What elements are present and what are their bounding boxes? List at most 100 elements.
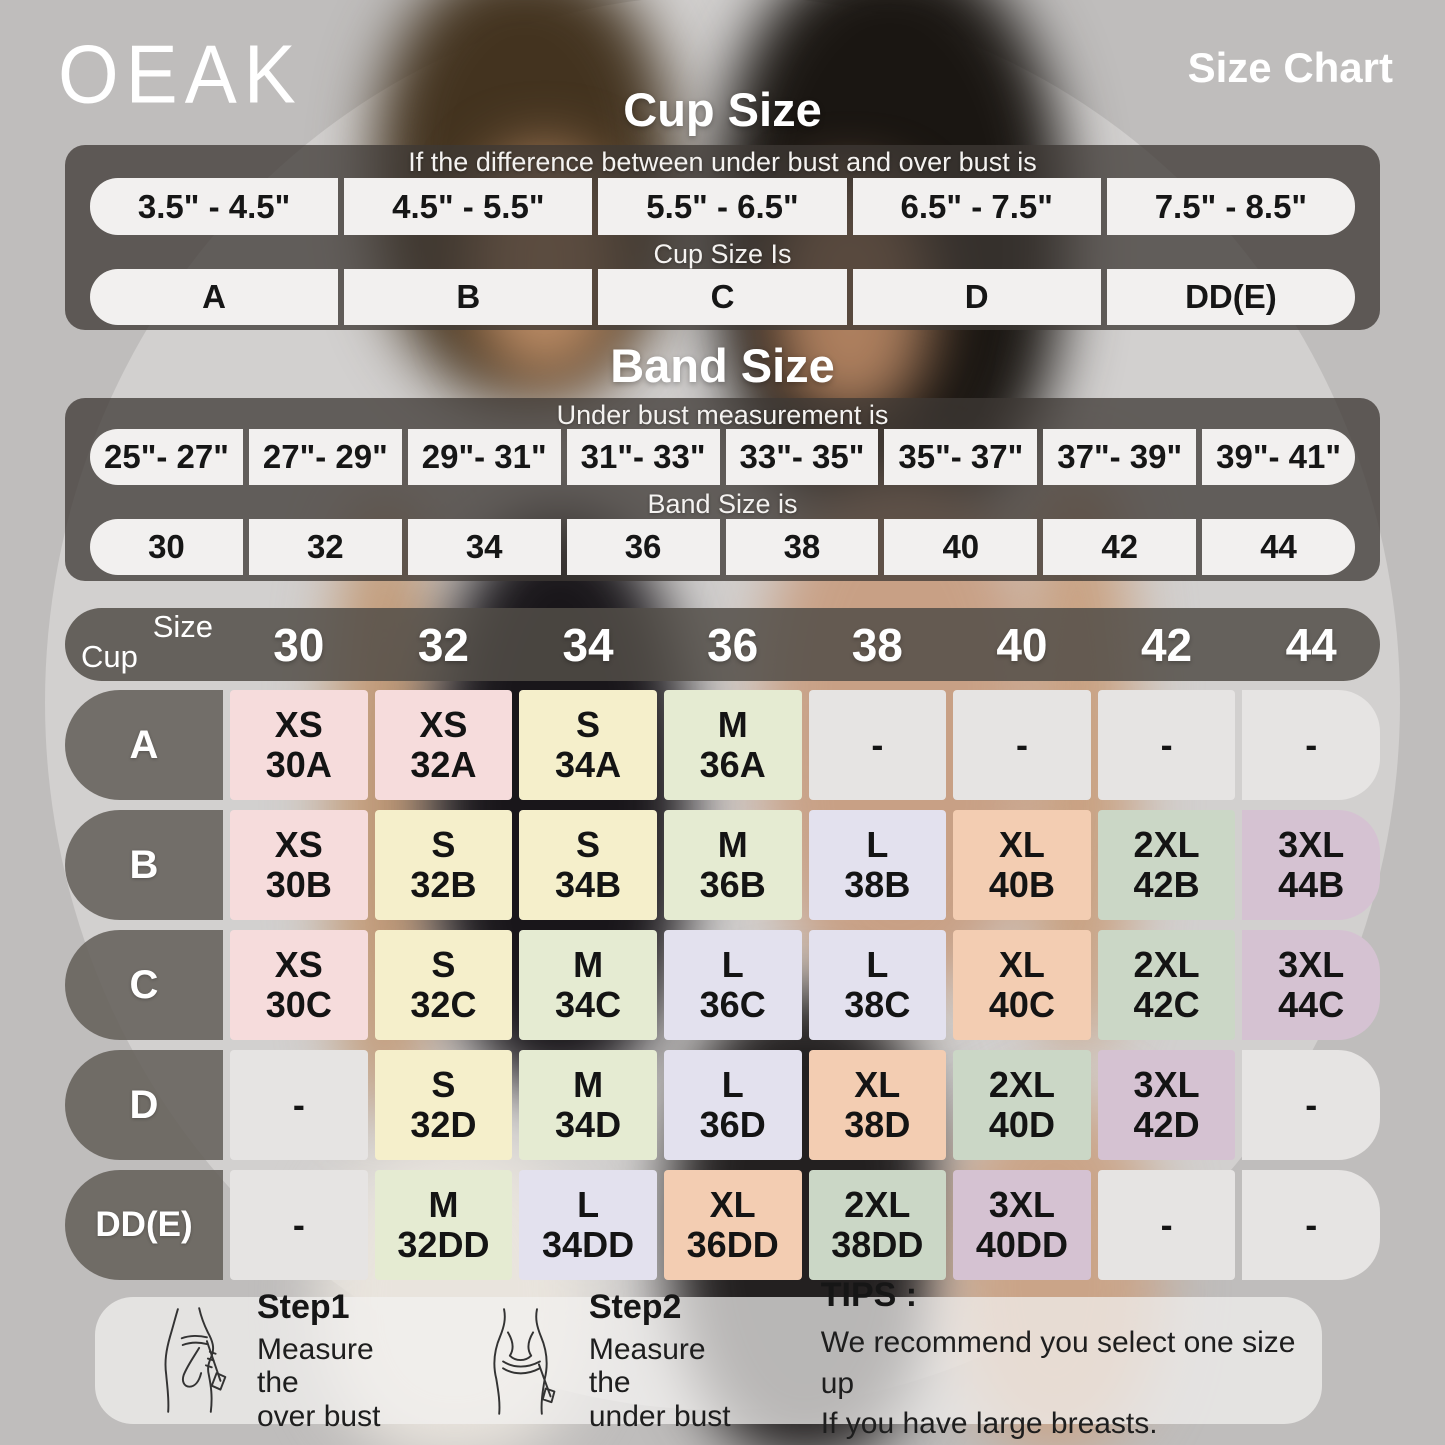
size-cell-size: L xyxy=(721,1063,744,1105)
cup-size-panel: If the difference between under bust and… xyxy=(65,145,1380,330)
measure-over-bust-icon xyxy=(164,1306,227,1413)
cup-range-cell: 5.5" - 6.5" xyxy=(598,178,847,235)
cup-letter-row: A B C D DD(E) xyxy=(90,269,1355,325)
band-range-cell: 35"- 37" xyxy=(884,429,1038,485)
size-cell-size: - xyxy=(1160,723,1173,765)
size-cell: 3XL 40DD xyxy=(953,1170,1091,1280)
cup-instruction-label: If the difference between under bust and… xyxy=(408,147,1037,177)
band-instruction-label: Under bust measurement is xyxy=(556,400,889,430)
size-cell-size: XL xyxy=(998,823,1045,865)
size-cell: - xyxy=(808,690,947,800)
size-cell-size: - xyxy=(1015,723,1028,765)
tips-title: TIPS : xyxy=(820,1276,918,1315)
size-cell-size: - xyxy=(1305,1203,1318,1245)
cup-letter-cell: C xyxy=(598,269,847,325)
matrix-column-header: 34 xyxy=(562,618,614,671)
tips-block: TIPS : We recommend you select one size … xyxy=(821,1276,1322,1445)
size-cell-size: L xyxy=(577,1183,600,1225)
size-cell-code: 30C xyxy=(265,984,332,1025)
tips-line1: We recommend you select one size up xyxy=(820,1326,1296,1400)
size-cell-size: - xyxy=(1160,1203,1173,1245)
size-cell-code: 32A xyxy=(410,744,477,785)
size-cell-size: - xyxy=(871,723,884,765)
size-cell-size: 3XL xyxy=(1278,943,1345,985)
size-cell: M 34C xyxy=(519,930,657,1040)
cup-letter-cell: B xyxy=(344,269,593,325)
step2-line2: under bust xyxy=(588,1399,731,1433)
size-cell-code: 38D xyxy=(844,1104,911,1145)
cup-range-cell: 7.5" - 8.5" xyxy=(1106,178,1355,235)
size-cell: 3XL 44B xyxy=(1242,810,1380,920)
size-cell-size: 2XL xyxy=(1133,943,1200,985)
size-cell-size: 2XL xyxy=(844,1183,911,1225)
size-cell-size: XS xyxy=(274,823,323,865)
size-cell-code: 38DD xyxy=(831,1224,924,1265)
size-cell: XS 30C xyxy=(230,930,368,1040)
size-cell-code: 34A xyxy=(555,744,622,785)
matrix-column-header: 44 xyxy=(1285,618,1337,671)
step1-title: Step1 xyxy=(257,1287,350,1326)
band-range-cell: 33"- 35" xyxy=(725,429,879,485)
band-range-row: 25"- 27" 27"- 29" 29"- 31" 31"- 33" 33"- 35"… xyxy=(90,429,1355,485)
size-cell: 3XL 44C xyxy=(1242,930,1380,1040)
size-cell-size: 2XL xyxy=(1133,823,1200,865)
size-cell: - xyxy=(230,1170,368,1280)
size-matrix: A XS 30A XS 32A S 34A M 36A - - - - B XS 30B S 32B S 34B M 36… xyxy=(65,690,1380,1290)
matrix-corner-cup-label: Cup xyxy=(81,639,138,674)
tips-line2: If you have large breasts. xyxy=(820,1407,1158,1441)
size-cell-size: M xyxy=(573,943,604,985)
size-cell: XS 32A xyxy=(374,690,513,800)
size-cell-size: S xyxy=(576,823,601,865)
size-cell: S 32D xyxy=(374,1050,513,1160)
size-cell-size: XL xyxy=(854,1063,901,1105)
size-cell: - xyxy=(1242,1170,1380,1280)
size-cell-size: S xyxy=(576,703,601,745)
size-cell-size: S xyxy=(431,943,456,985)
size-cell-size: M xyxy=(717,823,748,865)
matrix-column-header: 38 xyxy=(851,618,903,671)
size-cell: S 34B xyxy=(519,810,657,920)
matrix-row: DD(E) - M 32DD L 34DD XL 36DD 2XL 38DD 3XL 40DD - - xyxy=(65,1170,1380,1280)
size-cell-code: 32C xyxy=(410,984,477,1025)
band-range-cell: 27"- 29" xyxy=(248,429,402,485)
size-cell-size: XS xyxy=(419,703,468,745)
step1-line2: over bust xyxy=(257,1399,381,1433)
size-cell: XL 38D xyxy=(808,1050,947,1160)
step2-line1: Measure the xyxy=(588,1332,706,1400)
cup-range-cell: 4.5" - 5.5" xyxy=(344,178,593,235)
size-cell-code: 34B xyxy=(555,864,622,905)
size-cell-size: XS xyxy=(274,943,323,985)
size-cell: - xyxy=(1242,690,1380,800)
matrix-row-label: B xyxy=(65,810,223,920)
size-cell: - xyxy=(230,1050,368,1160)
cup-letter-cell: A xyxy=(90,269,339,325)
size-cell-code: 42C xyxy=(1133,984,1200,1025)
band-size-cell: 32 xyxy=(248,519,402,575)
matrix-column-header: 36 xyxy=(707,618,759,671)
size-cell-code: 36B xyxy=(699,864,766,905)
size-cell: - xyxy=(1097,1170,1236,1280)
size-cell-size: - xyxy=(292,1203,305,1245)
matrix-header: Size Cup 30 32 34 36 38 40 42 44 xyxy=(65,608,1380,681)
size-cell-code: 32B xyxy=(410,864,477,905)
cup-letter-cell: D xyxy=(852,269,1101,325)
size-cell-size: - xyxy=(1305,1083,1318,1125)
size-cell: L 34DD xyxy=(519,1170,657,1280)
size-cell: M 32DD xyxy=(374,1170,513,1280)
cup-result-label: Cup Size Is xyxy=(653,239,792,269)
size-cell-size: XL xyxy=(998,943,1045,985)
band-size-cell: 44 xyxy=(1202,519,1355,575)
size-cell-code: 36A xyxy=(699,744,766,785)
size-cell-code: 36DD xyxy=(686,1224,779,1265)
size-cell: S 32B xyxy=(374,810,513,920)
band-range-cell: 39"- 41" xyxy=(1202,429,1355,485)
size-cell-size: L xyxy=(866,823,889,865)
size-cell-code: 32D xyxy=(410,1104,477,1145)
matrix-row-label: DD(E) xyxy=(65,1170,223,1280)
matrix-row: B XS 30B S 32B S 34B M 36B L 38B XL 40B 2XL 42B 3XL 44B xyxy=(65,810,1380,920)
band-size-cell: 30 xyxy=(90,519,243,575)
matrix-column-header: 40 xyxy=(996,618,1048,671)
size-cell-code: 38C xyxy=(844,984,911,1025)
matrix-row-label: C xyxy=(65,930,223,1040)
